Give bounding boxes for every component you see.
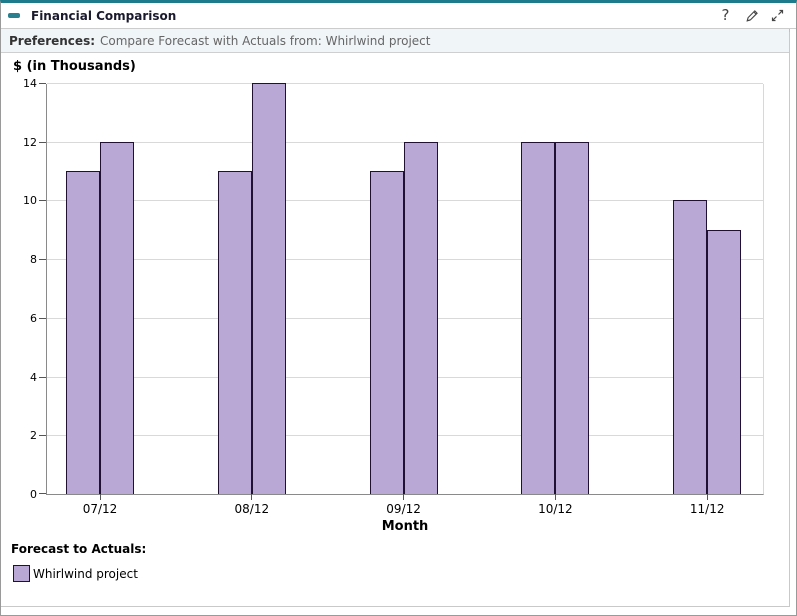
collapse-icon[interactable]	[8, 13, 20, 18]
help-icon[interactable]: ?	[721, 6, 730, 24]
titlebar: Financial Comparison ?	[1, 3, 796, 29]
bar-forecast-08/12[interactable]	[217, 171, 252, 494]
legend: Whirlwind project	[13, 565, 138, 582]
y-tick-label: 8	[30, 253, 37, 266]
portlet-title: Financial Comparison	[31, 8, 177, 23]
gridline	[47, 83, 763, 84]
x-axis-tick	[99, 494, 101, 500]
bar-forecast-11/12[interactable]	[673, 200, 708, 494]
plot-area: 0 2 4 6 8 10 12 14 07/12 08/12 09/12 10/12 11/12	[23, 77, 764, 516]
bar-chart: $ (in Thousands) 0 2 4 6 8 10 12 14 07/12 08/12 09…	[1, 53, 796, 582]
x-tick-label: 09/12	[386, 502, 421, 516]
x-axis-title: Month	[381, 519, 429, 534]
y-axis-tick	[39, 493, 46, 494]
x-axis-tick	[403, 494, 405, 500]
titlebar-icons: ?	[717, 7, 786, 24]
x-tick-label: 07/12	[82, 502, 118, 516]
expand-icon[interactable]	[769, 7, 786, 24]
panel-inner-border-bottom	[1, 606, 790, 607]
y-tick-label: 12	[23, 136, 37, 149]
y-tick-label: 0	[30, 488, 37, 501]
bar-actuals-11/12[interactable]	[707, 230, 742, 494]
x-tick-label: 11/12	[689, 502, 725, 516]
bar-actuals-08/12[interactable]	[251, 83, 286, 494]
y-tick-label: 4	[30, 371, 37, 384]
legend-label: Whirlwind project	[33, 566, 138, 581]
legend-swatch	[13, 565, 30, 582]
x-tick-label: 10/12	[538, 502, 573, 516]
bar-actuals-09/12[interactable]	[403, 142, 438, 494]
y-axis-tick	[39, 318, 46, 319]
y-axis-tick	[39, 200, 46, 201]
y-tick-label: 2	[30, 429, 37, 442]
y-axis-tick	[39, 142, 46, 143]
bar-forecast-07/12[interactable]	[66, 171, 100, 494]
y-tick-label: 6	[30, 312, 37, 325]
preferences-label: Preferences:	[9, 33, 96, 48]
x-tick-label: 08/12	[234, 502, 270, 516]
bar-forecast-09/12[interactable]	[369, 171, 404, 494]
y-axis-tick	[39, 377, 46, 378]
preferences-bar: Preferences: Compare Forecast with Actua…	[1, 29, 790, 53]
bar-actuals-07/12[interactable]	[100, 142, 134, 494]
x-axis-tick	[554, 494, 556, 500]
x-axis-tick	[251, 494, 253, 500]
bar-actuals-10/12[interactable]	[555, 142, 590, 494]
bar-forecast-10/12[interactable]	[521, 142, 556, 494]
legend-heading: Forecast to Actuals:	[11, 542, 147, 556]
legend-item: Whirlwind project	[13, 565, 138, 582]
x-axis-tick	[706, 494, 708, 500]
y-axis-title: $ (in Thousands)	[13, 59, 136, 74]
panel-inner-border-right	[789, 32, 790, 607]
y-tick-label: 10	[23, 194, 37, 207]
y-tick-label: 14	[23, 77, 37, 90]
y-axis-tick	[39, 259, 46, 260]
y-axis-tick	[39, 83, 46, 84]
y-axis-tick	[39, 435, 46, 436]
preferences-value: Compare Forecast with Actuals from: Whir…	[100, 33, 431, 48]
edit-pencil-icon[interactable]	[743, 7, 760, 24]
